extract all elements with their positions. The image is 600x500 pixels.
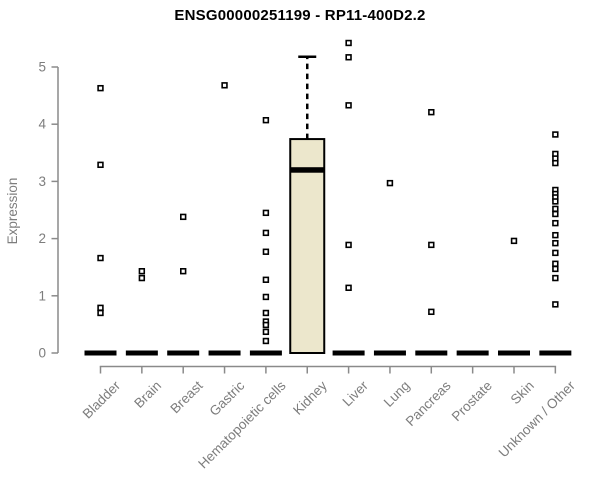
- outlier-point-hematopoietic-cells: [262, 209, 270, 217]
- outlier-point-liver: [345, 284, 352, 291]
- outlier-point-unknown-other: [552, 219, 559, 227]
- chart-title: ENSG00000251199 - RP11-400D2.2: [174, 7, 426, 24]
- outlier-point-bladder: [97, 84, 104, 92]
- outlier-point-hematopoietic-cells: [262, 309, 270, 317]
- outlier-point-lung: [386, 179, 394, 187]
- outlier-point-unknown-other: [552, 231, 559, 239]
- outlier-point-gastric: [221, 82, 228, 89]
- outlier-point-liver: [345, 241, 352, 249]
- median-line-unknown-other: [539, 350, 572, 356]
- outlier-point-hematopoietic-cells: [262, 229, 270, 237]
- y-axis-tick-label: 3: [38, 174, 46, 189]
- outlier-point-unknown-other: [552, 210, 559, 218]
- outlier-point-hematopoietic-cells: [262, 328, 270, 336]
- outlier-point-breast: [180, 268, 187, 275]
- median-line-pancreas: [415, 350, 448, 356]
- outlier-point-hematopoietic-cells: [262, 321, 270, 329]
- y-axis-tick-label: 4: [38, 117, 46, 132]
- median-line-prostate: [456, 350, 489, 356]
- box-kidney: [289, 138, 326, 354]
- median-line-gastric: [208, 350, 241, 356]
- y-axis-tick-label: 1: [38, 288, 46, 303]
- outlier-point-unknown-other: [552, 131, 559, 138]
- outlier-point-unknown-other: [552, 205, 559, 213]
- y-axis-tick-label: 5: [38, 60, 46, 75]
- outlier-point-skin: [510, 237, 518, 245]
- median-line-brain: [125, 350, 158, 356]
- median-line-bladder: [84, 350, 117, 356]
- outlier-point-unknown-other: [552, 198, 559, 205]
- outlier-point-bladder: [97, 304, 104, 312]
- outlier-point-pancreas: [428, 241, 435, 249]
- median-line-kidney: [290, 167, 325, 173]
- outlier-point-unknown-other: [552, 260, 559, 267]
- outlier-point-brain: [138, 268, 146, 275]
- median-line-skin: [498, 350, 530, 356]
- median-line-liver: [332, 350, 365, 356]
- outlier-point-liver: [345, 54, 352, 61]
- median-line-breast: [167, 350, 200, 356]
- outlier-point-bladder: [97, 254, 104, 262]
- outlier-point-hematopoietic-cells: [262, 276, 270, 283]
- outlier-point-unknown-other: [552, 159, 559, 167]
- outlier-point-unknown-other: [552, 249, 559, 257]
- outlier-point-breast: [180, 213, 187, 221]
- outlier-point-hematopoietic-cells: [262, 293, 270, 301]
- outlier-point-hematopoietic-cells: [262, 248, 270, 255]
- outlier-point-pancreas: [428, 108, 435, 116]
- outlier-point-hematopoietic-cells: [262, 337, 270, 345]
- y-axis-tick-label: 2: [38, 231, 46, 246]
- outlier-point-bladder: [97, 161, 104, 169]
- outlier-point-bladder: [97, 309, 104, 317]
- outlier-point-unknown-other: [552, 265, 559, 273]
- outlier-point-pancreas: [428, 308, 435, 316]
- y-axis-tick-label: 0: [38, 346, 46, 361]
- outlier-point-unknown-other: [552, 301, 559, 308]
- outlier-point-liver: [345, 102, 352, 109]
- outlier-point-unknown-other: [552, 239, 559, 247]
- outlier-point-hematopoietic-cells: [262, 116, 270, 124]
- median-line-hematopoietic-cells: [249, 350, 282, 356]
- outlier-point-brain: [138, 274, 146, 282]
- outlier-point-liver: [345, 39, 352, 47]
- median-line-lung: [373, 350, 406, 356]
- outlier-point-unknown-other: [552, 274, 559, 282]
